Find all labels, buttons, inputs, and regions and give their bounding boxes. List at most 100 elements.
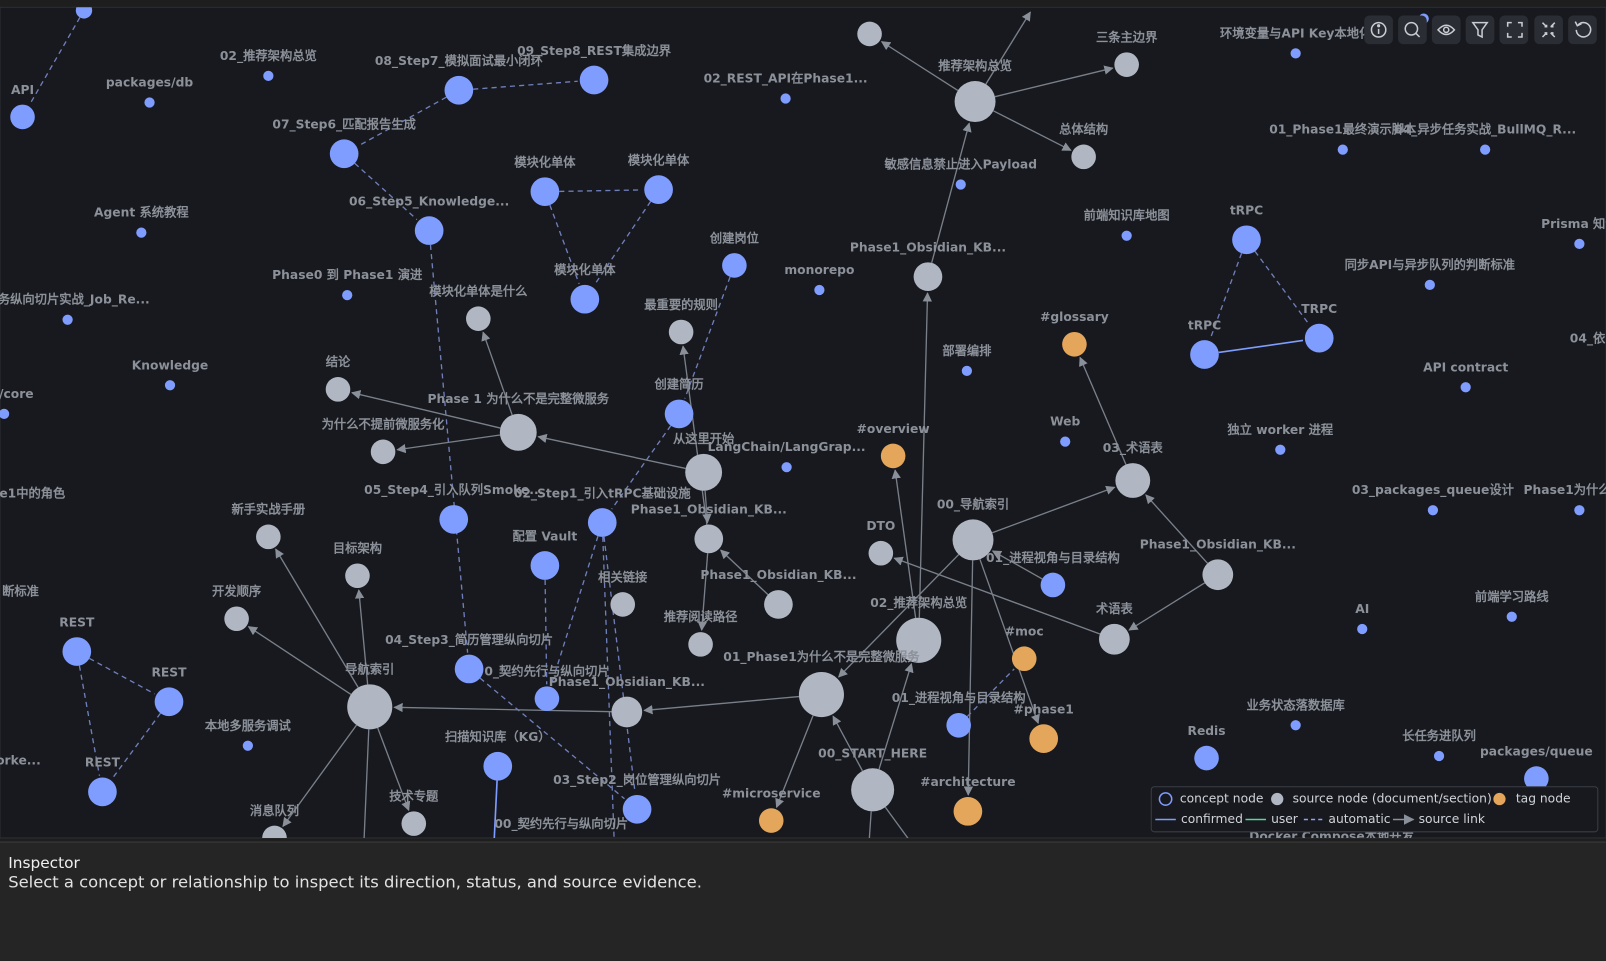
concept-node[interactable] [136,227,147,238]
concept-node[interactable] [622,794,652,824]
source-node[interactable] [913,262,943,292]
concept-node[interactable] [1433,750,1445,762]
concept-node[interactable] [62,314,73,325]
tag-node[interactable] [1029,724,1059,753]
concept-node[interactable] [579,65,609,95]
source-node[interactable] [466,306,491,331]
source-node[interactable] [685,453,723,491]
concept-node[interactable] [144,97,155,108]
source-node[interactable] [668,319,694,345]
concept-node[interactable] [1424,279,1435,290]
source-node[interactable] [1099,623,1130,655]
concept-node[interactable] [1290,48,1301,59]
view-button[interactable] [1431,15,1461,45]
source-node[interactable] [952,519,994,561]
search-button[interactable] [1398,15,1427,45]
source-node[interactable] [345,563,370,589]
source-node[interactable] [1114,52,1139,77]
concept-node[interactable] [242,740,253,751]
concept-node[interactable] [164,380,176,391]
concept-node[interactable] [530,551,560,580]
concept-node[interactable] [1190,340,1219,369]
source-node[interactable] [611,696,643,728]
concept-node[interactable] [664,399,694,429]
concept-node[interactable] [1304,323,1334,353]
concept-node[interactable] [781,462,792,473]
concept-node[interactable] [0,408,10,420]
source-node[interactable] [1202,559,1234,591]
tag-node[interactable] [758,808,784,833]
source-node[interactable] [224,606,249,632]
source-node[interactable] [688,632,713,657]
concept-node[interactable] [1232,225,1261,255]
concept-node[interactable] [1275,444,1286,455]
source-node[interactable] [1115,463,1151,498]
concept-node[interactable] [961,365,972,377]
source-link [878,662,914,770]
concept-node[interactable] [1524,766,1549,791]
concept-node[interactable] [1121,230,1132,241]
concept-node[interactable] [1060,436,1071,447]
concept-node[interactable] [1574,238,1585,250]
source-node[interactable] [256,524,281,550]
concept-node[interactable] [722,253,747,278]
concept-node[interactable] [1290,720,1301,731]
concept-node[interactable] [62,637,92,666]
tag-node[interactable] [1011,646,1037,672]
concept-node[interactable] [1427,505,1439,516]
concept-node[interactable] [414,216,444,245]
concept-node[interactable] [1574,505,1585,516]
concept-node[interactable] [1506,611,1517,622]
tag-node[interactable] [953,796,983,826]
concept-node[interactable] [88,777,117,807]
concept-node[interactable] [10,104,35,130]
source-node[interactable] [499,413,537,451]
tag-node[interactable] [1062,331,1087,357]
concept-node[interactable] [814,284,825,296]
concept-node[interactable] [454,654,484,684]
info-button[interactable] [1364,15,1393,45]
concept-node[interactable] [1357,623,1368,635]
tag-node[interactable] [880,443,906,469]
source-node[interactable] [857,21,882,47]
source-node[interactable] [401,811,427,836]
concept-node[interactable] [780,93,791,104]
source-node[interactable] [868,540,894,566]
concept-node[interactable] [444,75,474,105]
concept-node[interactable] [1480,144,1491,155]
source-node[interactable] [851,768,895,812]
concept-node[interactable] [483,751,513,781]
source-node[interactable] [610,592,636,617]
concept-node[interactable] [75,2,93,19]
source-node[interactable] [896,617,942,663]
concept-node[interactable] [1460,382,1471,393]
source-node[interactable] [694,524,724,554]
concept-node[interactable] [263,70,274,82]
source-node[interactable] [798,672,844,718]
concept-node[interactable] [1040,572,1066,598]
source-node[interactable] [764,590,793,619]
fullscreen-button[interactable] [1499,15,1529,45]
source-node[interactable] [262,825,287,851]
concept-node[interactable] [154,687,184,717]
concept-node[interactable] [1337,144,1348,155]
concept-node[interactable] [644,175,673,204]
concept-node[interactable] [587,508,617,537]
fit-button[interactable] [1534,15,1563,45]
concept-node[interactable] [439,505,469,534]
concept-node[interactable] [329,139,359,169]
concept-node[interactable] [570,284,600,314]
source-node[interactable] [347,684,393,730]
concept-node[interactable] [342,289,353,301]
source-node[interactable] [954,81,996,123]
reset-button[interactable] [1568,15,1597,45]
source-node[interactable] [370,439,396,465]
source-node[interactable] [1071,144,1096,170]
concept-node[interactable] [534,686,560,711]
filter-button[interactable] [1465,15,1495,45]
concept-node[interactable] [1194,745,1219,771]
concept-node[interactable] [530,177,560,207]
source-node[interactable] [325,377,351,402]
concept-node[interactable] [946,713,971,738]
concept-node[interactable] [955,179,966,190]
